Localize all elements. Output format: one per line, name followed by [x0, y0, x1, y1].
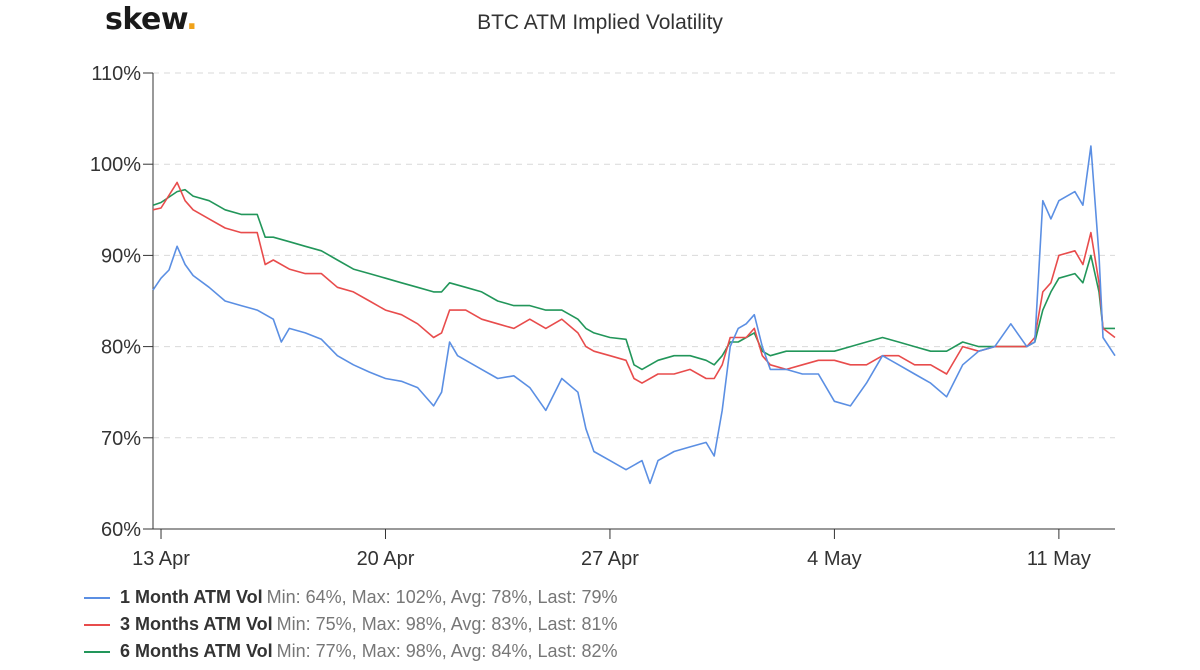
y-tick-label: 70%: [101, 428, 141, 450]
y-tick-label: 80%: [101, 337, 141, 359]
legend-series-stats: Min: 64%, Max: 102%, Avg: 78%, Last: 79%: [266, 587, 618, 607]
grid-lines: [153, 72, 1115, 439]
legend-swatch: [84, 596, 110, 599]
skew-logo: skew.: [105, 2, 198, 37]
y-tick-label: 60%: [101, 519, 141, 541]
y-tick-label: 90%: [101, 245, 141, 267]
legend-series-name: 6 Months ATM Vol: [120, 641, 273, 661]
series-line-6-months-atm-vol: [152, 188, 1115, 371]
x-tick-label: 4 May: [807, 548, 861, 570]
y-tick-label: 100%: [90, 154, 141, 176]
x-tick-label: 27 Apr: [581, 548, 639, 570]
x-tick-label: 11 May: [1027, 548, 1091, 570]
legend: 1 Month ATM Vol Min: 64%, Max: 102%, Avg:…: [84, 584, 618, 665]
y-axis-labels: 60% 70% 80% 90% 100% 110%: [90, 63, 153, 541]
series-line-1-month-atm-vol: [152, 145, 1116, 485]
x-tick-label: 20 Apr: [357, 548, 415, 570]
plot-series: [152, 145, 1116, 485]
legend-swatch: [84, 623, 110, 626]
x-tick-label: 13 Apr: [132, 548, 190, 570]
legend-item[interactable]: 6 Months ATM Vol Min: 77%, Max: 98%, Avg:…: [84, 638, 618, 665]
logo-text: skew: [105, 2, 187, 37]
series-line-3-months-atm-vol: [152, 181, 1116, 384]
legend-series-stats: Min: 75%, Max: 98%, Avg: 83%, Last: 81%: [276, 614, 618, 634]
x-axis: 13 Apr 20 Apr 27 Apr 4 May 11 May: [132, 73, 1115, 570]
legend-series-name: 1 Month ATM Vol: [120, 587, 263, 607]
chart-area: 60% 70% 80% 90% 100% 110% 13 Apr 20 Apr 27 Apr 4…: [90, 63, 1116, 570]
legend-item[interactable]: 1 Month ATM Vol Min: 64%, Max: 102%, Avg:…: [84, 584, 618, 611]
logo-dot: .: [186, 2, 198, 37]
legend-swatch: [84, 650, 110, 653]
legend-series-name: 3 Months ATM Vol: [120, 614, 273, 634]
legend-item[interactable]: 3 Months ATM Vol Min: 75%, Max: 98%, Avg:…: [84, 611, 618, 638]
y-tick-label: 110%: [91, 63, 141, 85]
chart-title: BTC ATM Implied Volatility: [477, 11, 723, 34]
legend-series-stats: Min: 77%, Max: 98%, Avg: 84%, Last: 82%: [276, 641, 618, 661]
